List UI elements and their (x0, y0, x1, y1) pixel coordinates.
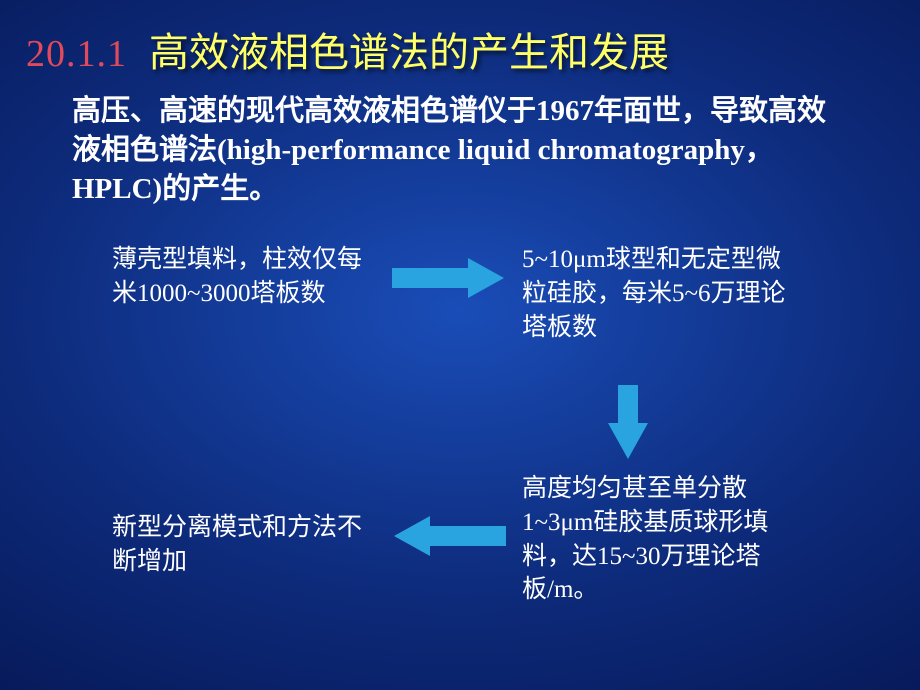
arrow-left-icon (394, 516, 506, 556)
intro-paragraph: 高压、高速的现代高效液相色谱仪于1967年面世，导致高效液相色谱法(high-p… (72, 92, 842, 209)
section-title: 高效液相色谱法的产生和发展 (149, 20, 669, 78)
arrow-down-icon (608, 385, 648, 459)
header-row: 20.1.1 高效液相色谱法的产生和发展 (26, 20, 669, 78)
flow-box-3: 高度均匀甚至单分散1~3μm硅胶基质球形填料，达15~30万理论塔板/m。 (522, 472, 802, 607)
section-number: 20.1.1 (26, 32, 127, 76)
flow-box-2: 5~10μm球型和无定型微粒硅胶，每米5~6万理论塔板数 (522, 243, 802, 344)
flow-box-4: 新型分离模式和方法不断增加 (112, 511, 372, 579)
arrow-right-icon (392, 258, 504, 298)
flow-box-1: 薄壳型填料，柱效仅每米1000~3000塔板数 (112, 243, 382, 311)
